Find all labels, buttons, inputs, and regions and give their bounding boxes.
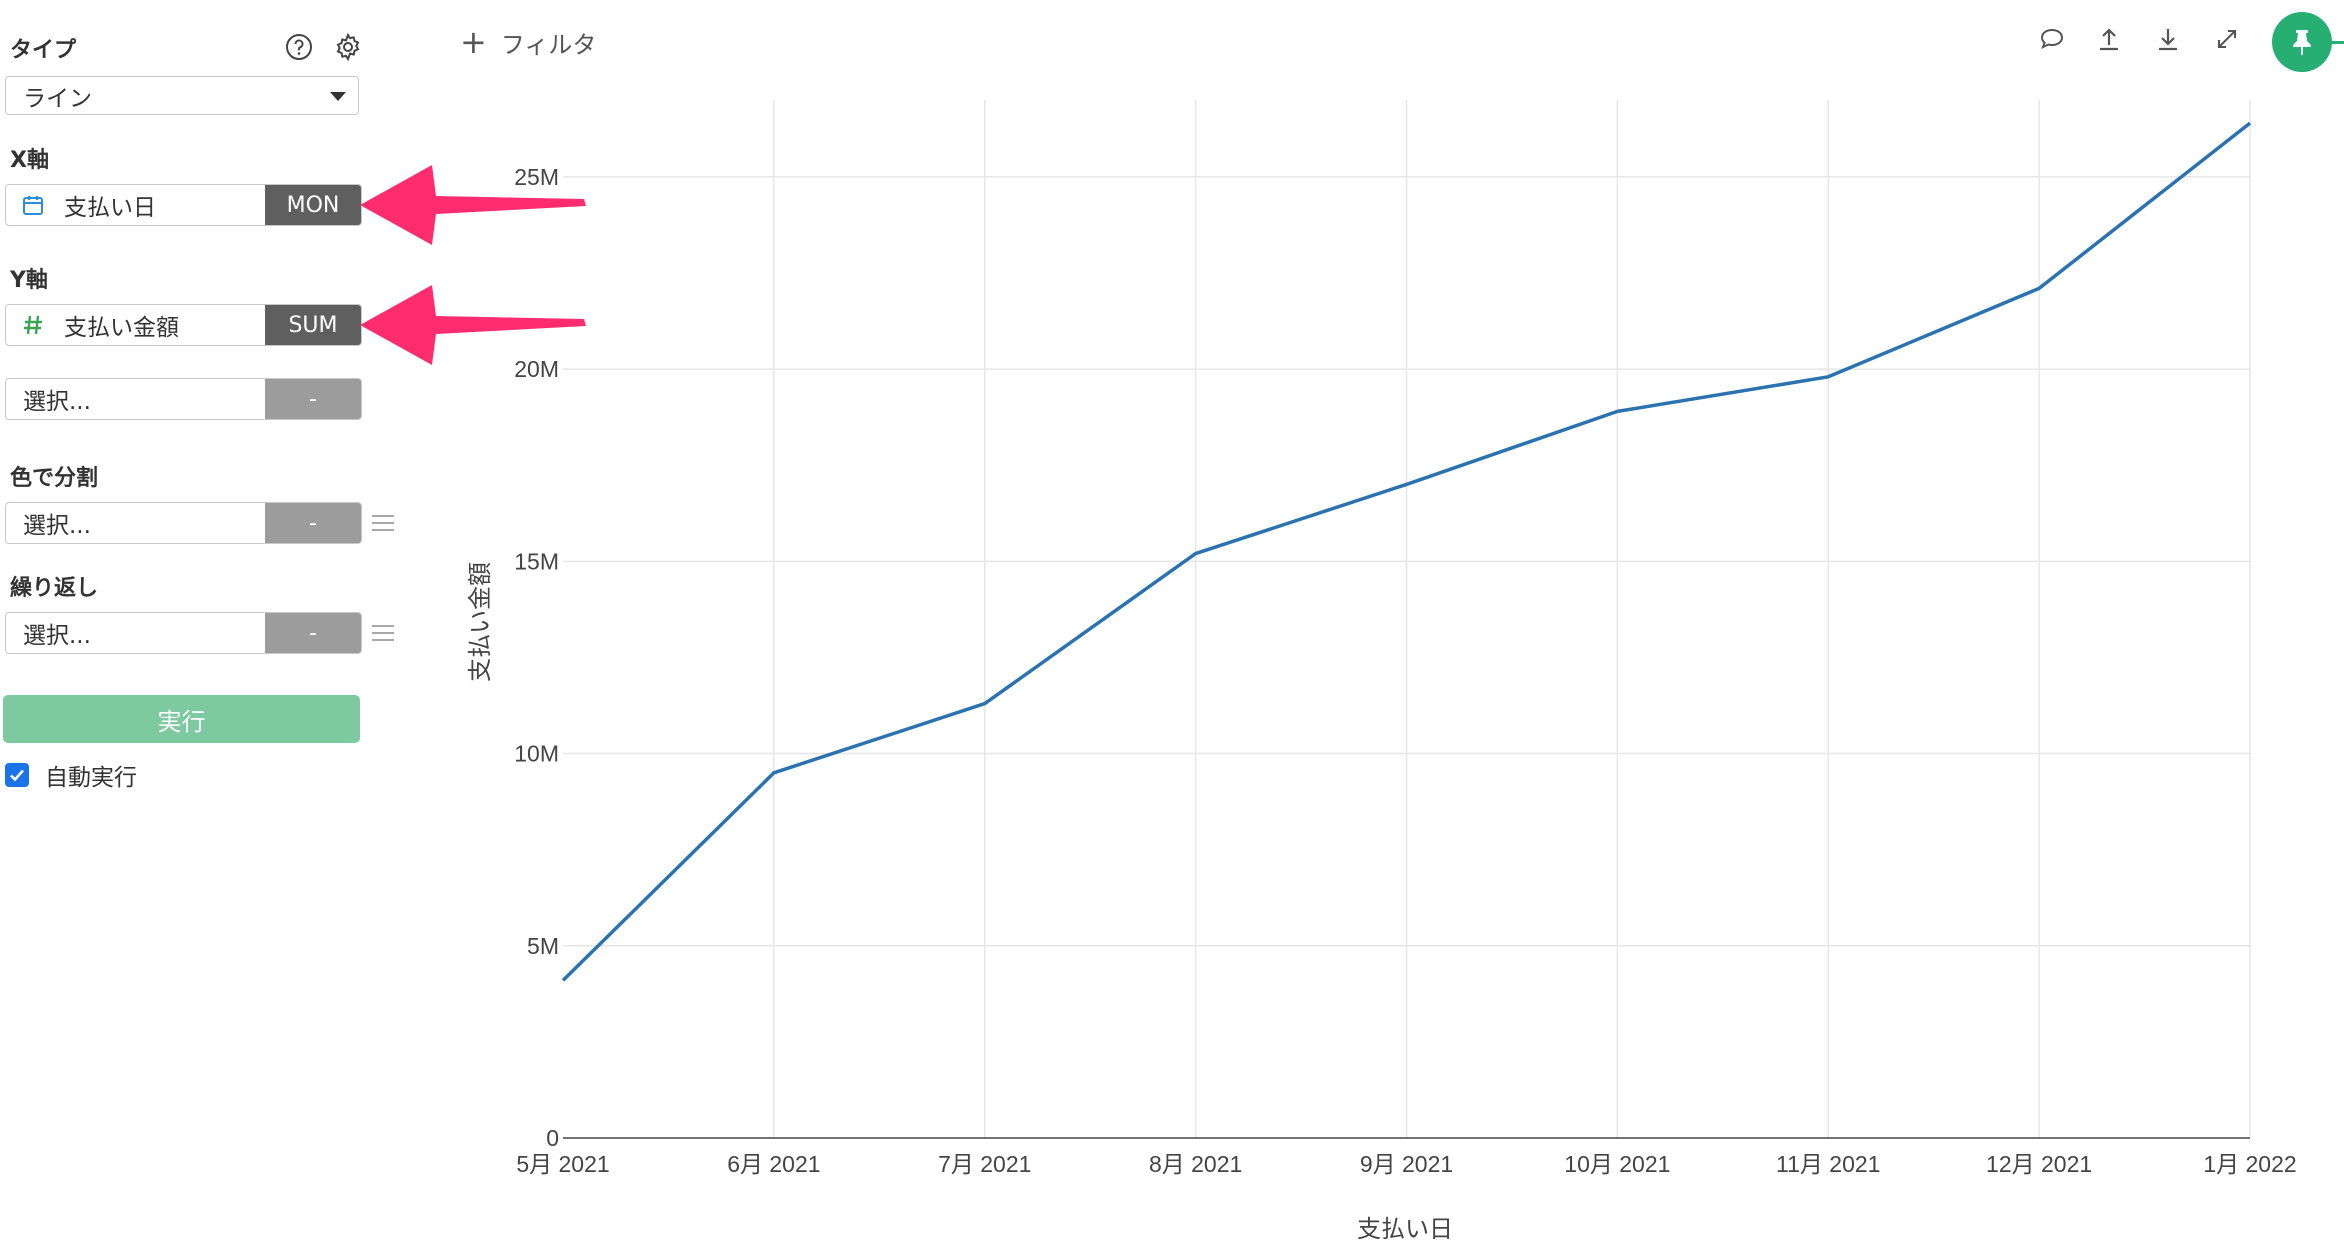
x-tick-label: 8月 2021	[1149, 1151, 1242, 1177]
number-hash-icon	[20, 313, 46, 337]
x-axis-field[interactable]: 支払い日 MON	[5, 184, 362, 226]
y2-placeholder: 選択...	[23, 389, 91, 415]
expand-icon[interactable]	[2210, 22, 2244, 56]
pin-button[interactable]	[2272, 12, 2332, 72]
x-tick-label: 6月 2021	[727, 1151, 820, 1177]
x-tick-label: 5月 2021	[516, 1151, 609, 1177]
y-axis-highlight-arrow	[360, 285, 586, 365]
plus-icon: +	[460, 23, 487, 61]
checkmark-icon	[10, 769, 24, 782]
x-tick-label: 7月 2021	[938, 1151, 1031, 1177]
upload-icon[interactable]	[2092, 22, 2126, 56]
gear-icon[interactable]	[332, 31, 364, 63]
y-aggregation-button[interactable]: SUM	[265, 305, 361, 345]
chevron-down-icon	[330, 92, 346, 101]
repeat-aggregation-button[interactable]: -	[265, 613, 361, 653]
x-axis-label: X軸	[10, 148, 49, 173]
chart-settings-sidebar: タイプ ライン X軸 支払い日 MON Y軸 支払い金額 SUM 選択... -	[0, 0, 394, 1256]
y-axis-ticks: 0 5M 10M 15M 20M 25M	[514, 164, 559, 1151]
type-label: タイプ	[10, 38, 77, 63]
add-filter-button[interactable]: + フィルタ	[460, 22, 596, 62]
chart-type-select[interactable]: ライン	[5, 76, 359, 115]
auto-run-label: 自動実行	[45, 765, 137, 791]
repeat-label: 繰り返し	[10, 576, 99, 601]
x-field-name: 支払い日	[64, 195, 156, 221]
color-menu-icon[interactable]	[372, 515, 394, 531]
y2-axis-field[interactable]: 選択... -	[5, 378, 362, 420]
help-icon[interactable]	[283, 31, 315, 63]
calendar-icon	[20, 193, 46, 217]
x-axis-title: 支払い日	[1357, 1215, 1453, 1243]
y-tick-label: 0	[546, 1125, 559, 1151]
color-split-label: 色で分割	[10, 466, 99, 491]
auto-run-checkbox[interactable]	[5, 763, 29, 787]
x-tick-label: 11月 2021	[1776, 1151, 1880, 1177]
y-tick-label: 25M	[514, 164, 559, 190]
repeat-field[interactable]: 選択... -	[5, 612, 362, 654]
x-axis-ticks: 5月 2021 6月 2021 7月 2021 8月 2021 9月 2021 10月 2…	[516, 1151, 2296, 1177]
y-tick-label: 20M	[514, 356, 559, 382]
y-tick-label: 10M	[514, 741, 559, 767]
filter-label: フィルタ	[500, 30, 597, 59]
comment-icon[interactable]	[2035, 22, 2069, 56]
series-line	[561, 121, 2252, 982]
repeat-menu-icon[interactable]	[372, 625, 394, 641]
y-field-name: 支払い金額	[64, 315, 179, 341]
x-tick-label: 10月 2021	[1564, 1151, 1670, 1177]
download-icon[interactable]	[2151, 22, 2185, 56]
y-tick-label: 15M	[514, 548, 559, 574]
y-tick-label: 5M	[527, 933, 559, 959]
repeat-placeholder: 選択...	[23, 623, 91, 649]
color-split-field[interactable]: 選択... -	[5, 502, 362, 544]
y-axis-title: 支払い金額	[466, 562, 494, 682]
y2-aggregation-button[interactable]: -	[265, 379, 361, 419]
vertical-gridlines	[773, 100, 2251, 1138]
run-button[interactable]: 実行	[3, 695, 360, 743]
pin-icon	[2293, 30, 2311, 55]
y-axis-field[interactable]: 支払い金額 SUM	[5, 304, 362, 346]
x-axis-highlight-arrow	[360, 165, 586, 245]
pin-connector	[2330, 41, 2344, 44]
x-tick-label: 1月 2022	[2203, 1151, 2296, 1177]
chart-type-value: ライン	[23, 85, 92, 112]
color-placeholder: 選択...	[23, 513, 91, 539]
x-tick-label: 12月 2021	[1986, 1151, 2092, 1177]
horizontal-gridlines	[563, 176, 2250, 947]
auto-run-row[interactable]: 自動実行	[5, 758, 137, 792]
x-tick-label: 9月 2021	[1360, 1151, 1453, 1177]
x-aggregation-button[interactable]: MON	[265, 185, 361, 225]
y-axis-label: Y軸	[10, 268, 48, 293]
color-aggregation-button[interactable]: -	[265, 503, 361, 543]
